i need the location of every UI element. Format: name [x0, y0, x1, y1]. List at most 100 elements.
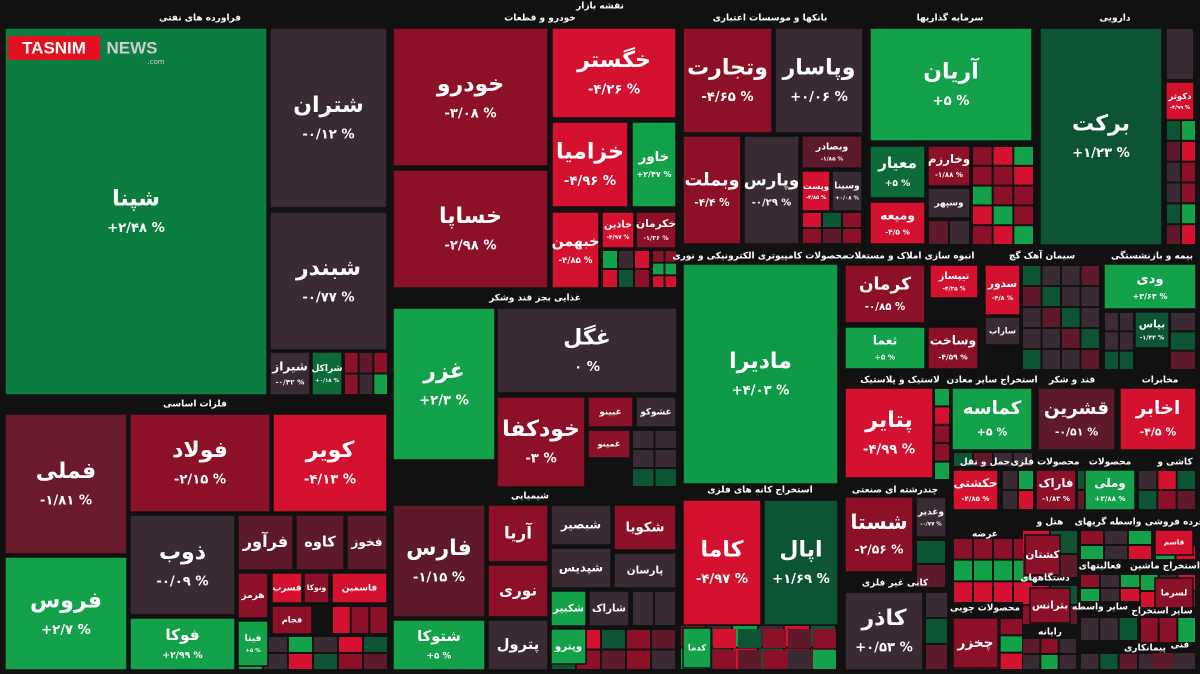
tile [801, 135, 863, 169]
tile-name: فخوز [350, 535, 382, 550]
sector-title: استخراج کانه های فلزی [707, 486, 812, 496]
filler-tile [1105, 313, 1118, 331]
filler-tile [635, 251, 649, 268]
filler-tile [1120, 313, 1133, 331]
filler-tile [935, 462, 949, 479]
filler-tile [994, 539, 1012, 559]
sector-title: سرمایه گذاریها [917, 12, 984, 24]
tile-name: فولاد [172, 438, 228, 463]
tile-name: بترانس [1032, 600, 1068, 612]
tile [346, 514, 388, 571]
tile [587, 396, 634, 428]
filler-tile [1175, 653, 1195, 669]
tile-name: دکوثر [1167, 91, 1192, 102]
filler-tile [1062, 329, 1080, 348]
tile-change: +۵ % [977, 426, 1008, 439]
filler-tile [655, 469, 676, 486]
tile-change: +۰/۱۸ % [315, 378, 339, 384]
filler-tile [633, 450, 654, 467]
filler-tile [973, 206, 992, 225]
tile-name: ودی [1136, 272, 1163, 287]
sector-title: هتل و [1036, 518, 1064, 528]
tile [550, 504, 612, 546]
tile-name: خودرو [436, 72, 504, 97]
tile-name: شستا [850, 510, 907, 534]
filler-tile [1059, 655, 1076, 669]
filler-tile [1078, 491, 1084, 509]
filler-tile [1158, 491, 1176, 509]
filler-tile [1062, 266, 1080, 285]
filler-tile [633, 431, 654, 448]
tile [1029, 587, 1071, 624]
filler-tile [813, 629, 836, 648]
filler-tile [1100, 654, 1118, 669]
filler-tile [935, 444, 949, 461]
filler-tile [1167, 141, 1180, 161]
filler-tile [917, 541, 945, 563]
filler-tile [1042, 308, 1060, 327]
tile-name: وخارزم [928, 152, 970, 167]
tile-name: پارسان [627, 565, 664, 577]
filler-tile [738, 650, 761, 669]
filler-tile [1171, 351, 1195, 369]
tile-change: +۴/۰۳ % [732, 384, 790, 399]
filler-tile [1078, 471, 1084, 489]
tile-change: ۰ % [574, 360, 600, 375]
filler-tile [1081, 575, 1099, 587]
filler-tile [1000, 619, 1022, 635]
tile-name: قشرین [1044, 398, 1109, 419]
tile-name: اخابر [1135, 398, 1180, 419]
filler-tile [1081, 350, 1099, 369]
filler-tile [364, 637, 387, 652]
sector-title: بانکها و موسسات اعتباری [713, 14, 828, 24]
tile [551, 27, 677, 119]
tile-change: -۱/۸۳ % [1042, 494, 1070, 503]
sector-title: محصولات چوبی [950, 604, 1020, 614]
tile-change: -۰/۷۷ % [920, 521, 942, 527]
filler-tile [993, 226, 1013, 244]
tile [1084, 469, 1136, 511]
tile-name: وملی [1094, 476, 1125, 491]
filler-tile [314, 654, 337, 669]
tile-name: ذوب [159, 540, 206, 565]
tile-change: -۴/۵ % [885, 227, 910, 236]
filler-tile [713, 629, 736, 648]
filler-tile [374, 353, 387, 373]
tile [682, 135, 742, 245]
filler-tile [653, 263, 664, 275]
tile [311, 351, 343, 396]
filler-tile [954, 582, 972, 602]
tile-change: -۰/۷۷ % [302, 291, 354, 306]
tile-name: اپال [779, 537, 822, 562]
filler-tile [994, 453, 1012, 466]
sector-title: انبوه سازی املاک و مستغلات [846, 252, 975, 262]
tile-change: +۱/۲۳ % [1072, 146, 1130, 161]
tile-name: شتران [293, 93, 364, 118]
filler-tile [1081, 546, 1103, 559]
sector-title: چندرشته ای صنعتی [852, 486, 938, 496]
tile [844, 264, 926, 324]
filler-tile [1081, 266, 1099, 285]
filler-tile [1062, 287, 1080, 306]
logo-brand: TASNIM [22, 38, 86, 57]
filler-tile [1014, 453, 1032, 466]
tile-name: چخزر [957, 635, 994, 651]
tile-name: سدور [987, 278, 1017, 290]
tile-name: شکبیر [552, 603, 584, 615]
sector-headers: فراورده های نفتی خودرو و قطعات بانکها و مو… [159, 12, 1200, 654]
tile-name: خبهمن [552, 234, 600, 250]
filler-tile [653, 276, 664, 287]
filler-tile [803, 213, 821, 227]
tile [550, 547, 612, 589]
tile [915, 496, 947, 538]
filler-tile [655, 450, 676, 467]
filler-tile [1121, 589, 1139, 601]
tile [237, 514, 294, 571]
tile-name: کاوه [304, 535, 336, 551]
tile-name: مادیرا [729, 349, 792, 374]
tile-name: کاذر [860, 606, 906, 631]
sector-title: مخابرات [1142, 376, 1179, 386]
tile-name: فوکا [165, 626, 199, 644]
filler-tile [954, 560, 972, 581]
tile-change: +۲/۳ % [419, 394, 469, 409]
